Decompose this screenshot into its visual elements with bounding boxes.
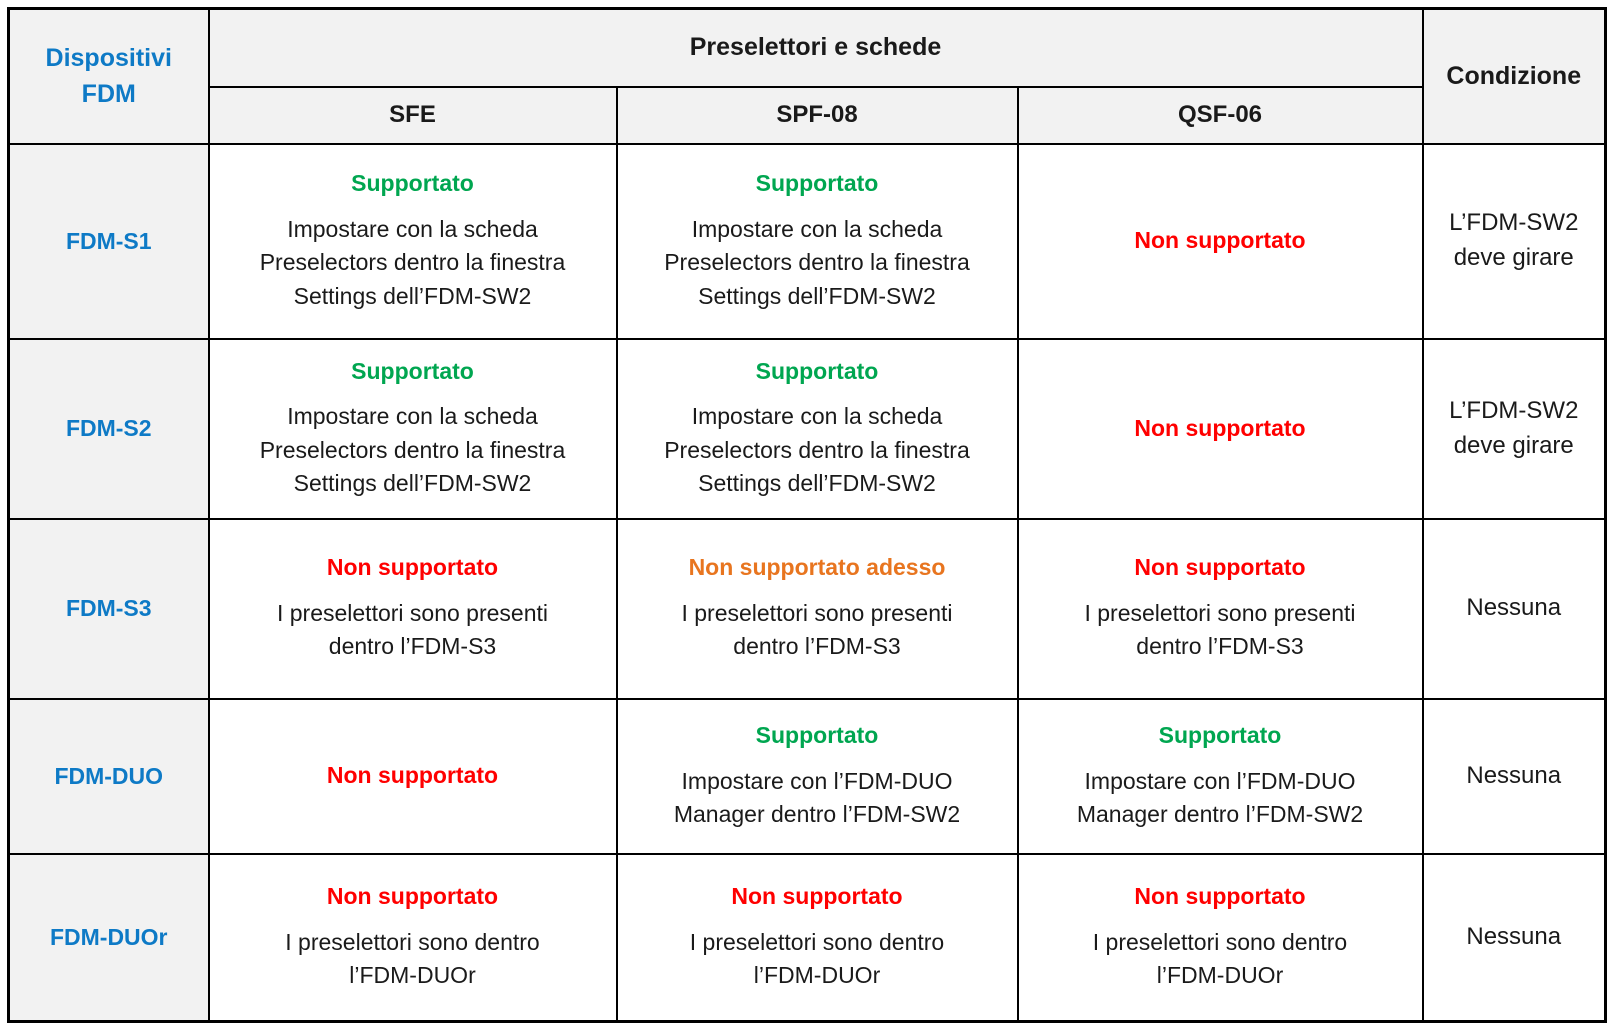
compat-cell: Non supportato I preselettori sono dentr…: [207, 852, 618, 1023]
status-label: Non supportato: [1134, 882, 1306, 909]
condition-text: Nessuna: [1466, 761, 1562, 789]
status-label: Supportato: [351, 357, 474, 384]
subheader-qsf-06: QSF-06: [1016, 85, 1424, 145]
status-description: I preselettori sono presenti dentro l’FD…: [681, 600, 953, 660]
device-label: FDM-S1: [7, 142, 210, 340]
status-description: Impostare con la scheda Preselectors den…: [664, 215, 970, 309]
condition-cell: Nessuna: [1421, 852, 1607, 1023]
status-description: Impostare con la scheda Preselectors den…: [259, 403, 566, 497]
header-group-preselettori: Preselettori e schede: [207, 7, 1424, 88]
condition-text: Nessuna: [1466, 922, 1562, 950]
status-description: Impostare con la scheda Preselectors den…: [664, 403, 970, 497]
device-label: FDM-DUO: [7, 697, 210, 855]
device-label: FDM-S3: [7, 517, 210, 700]
compat-cell: Non supportato I preselettori sono dentr…: [615, 852, 1019, 1023]
device-label: FDM-DUOr: [7, 852, 210, 1023]
status-label: Supportato: [755, 170, 879, 197]
status-label: Non supportato: [1134, 227, 1306, 254]
subheader-sfe: SFE: [207, 85, 618, 145]
condition-cell: L’FDM-SW2 deve girare: [1421, 142, 1607, 340]
status-description: I preselettori sono dentro l’FDM-DUOr: [689, 928, 945, 989]
compat-cell: Supportato Impostare con la scheda Prese…: [615, 337, 1019, 520]
device-label: FDM-S2: [7, 337, 210, 520]
compat-cell: Non supportato: [207, 697, 618, 855]
table-row-fdm-s2: FDM-S2 Supportato Impostare con la sched…: [7, 337, 1607, 520]
status-label: Non supportato: [1134, 414, 1306, 441]
status-description: Impostare con l’FDM-DUO Manager dentro l…: [673, 767, 961, 827]
status-label: Non supportato: [326, 762, 499, 789]
status-label: Supportato: [1158, 721, 1282, 748]
status-description: I preselettori sono dentro l’FDM-DUOr: [1092, 928, 1348, 989]
compatibility-table: Dispositivi FDM Preselettori e schede Co…: [7, 7, 1607, 1023]
condition-cell: L’FDM-SW2 deve girare: [1421, 337, 1607, 520]
compat-cell: Non supportato: [1016, 337, 1424, 520]
status-label: Supportato: [351, 170, 474, 197]
status-label: Non supportato: [326, 554, 499, 581]
condition-cell: Nessuna: [1421, 517, 1607, 700]
compat-cell: Non supportato I preselettori sono dentr…: [1016, 852, 1424, 1023]
status-label: Supportato: [755, 357, 879, 384]
header-device-column: Dispositivi FDM: [7, 7, 210, 145]
table-row-fdm-s3: FDM-S3 Non supportato I preselettori son…: [7, 517, 1607, 700]
header-condition-column: Condizione: [1421, 7, 1607, 145]
compat-cell: Supportato Impostare con la scheda Prese…: [615, 142, 1019, 340]
condition-text: L’FDM-SW2 deve girare: [1449, 209, 1579, 271]
compat-cell: Supportato Impostare con l’FDM-DUO Manag…: [1016, 697, 1424, 855]
subheader-spf-08: SPF-08: [615, 85, 1019, 145]
status-label: Supportato: [755, 721, 879, 748]
status-label: Non supportato adesso: [688, 554, 946, 581]
compat-cell: Non supportato I preselettori sono prese…: [207, 517, 618, 700]
status-description: I preselettori sono presenti dentro l’FD…: [276, 600, 549, 660]
compat-cell: Supportato Impostare con la scheda Prese…: [207, 142, 618, 340]
status-description: I preselettori sono dentro l’FDM-DUOr: [285, 928, 540, 989]
compat-cell: Non supportato: [1016, 142, 1424, 340]
status-label: Non supportato: [1134, 554, 1306, 581]
status-description: Impostare con la scheda Preselectors den…: [259, 215, 566, 309]
status-label: Non supportato: [326, 882, 499, 909]
status-description: I preselettori sono presenti dentro l’FD…: [1084, 600, 1356, 660]
compat-cell: Supportato Impostare con la scheda Prese…: [207, 337, 618, 520]
condition-cell: Nessuna: [1421, 697, 1607, 855]
table-row-fdm-duo: FDM-DUO Non supportato Supportato Impost…: [7, 697, 1607, 855]
status-label: Non supportato: [731, 882, 903, 909]
table-row-fdm-duor: FDM-DUOr Non supportato I preselettori s…: [7, 852, 1607, 1023]
compat-cell: Non supportato I preselettori sono prese…: [1016, 517, 1424, 700]
compat-cell: Non supportato adesso I preselettori son…: [615, 517, 1019, 700]
table-row-fdm-s1: FDM-S1 Supportato Impostare con la sched…: [7, 142, 1607, 340]
condition-text: L’FDM-SW2 deve girare: [1449, 396, 1579, 459]
status-description: Impostare con l’FDM-DUO Manager dentro l…: [1076, 767, 1364, 827]
condition-text: Nessuna: [1466, 594, 1562, 622]
compat-cell: Supportato Impostare con l’FDM-DUO Manag…: [615, 697, 1019, 855]
